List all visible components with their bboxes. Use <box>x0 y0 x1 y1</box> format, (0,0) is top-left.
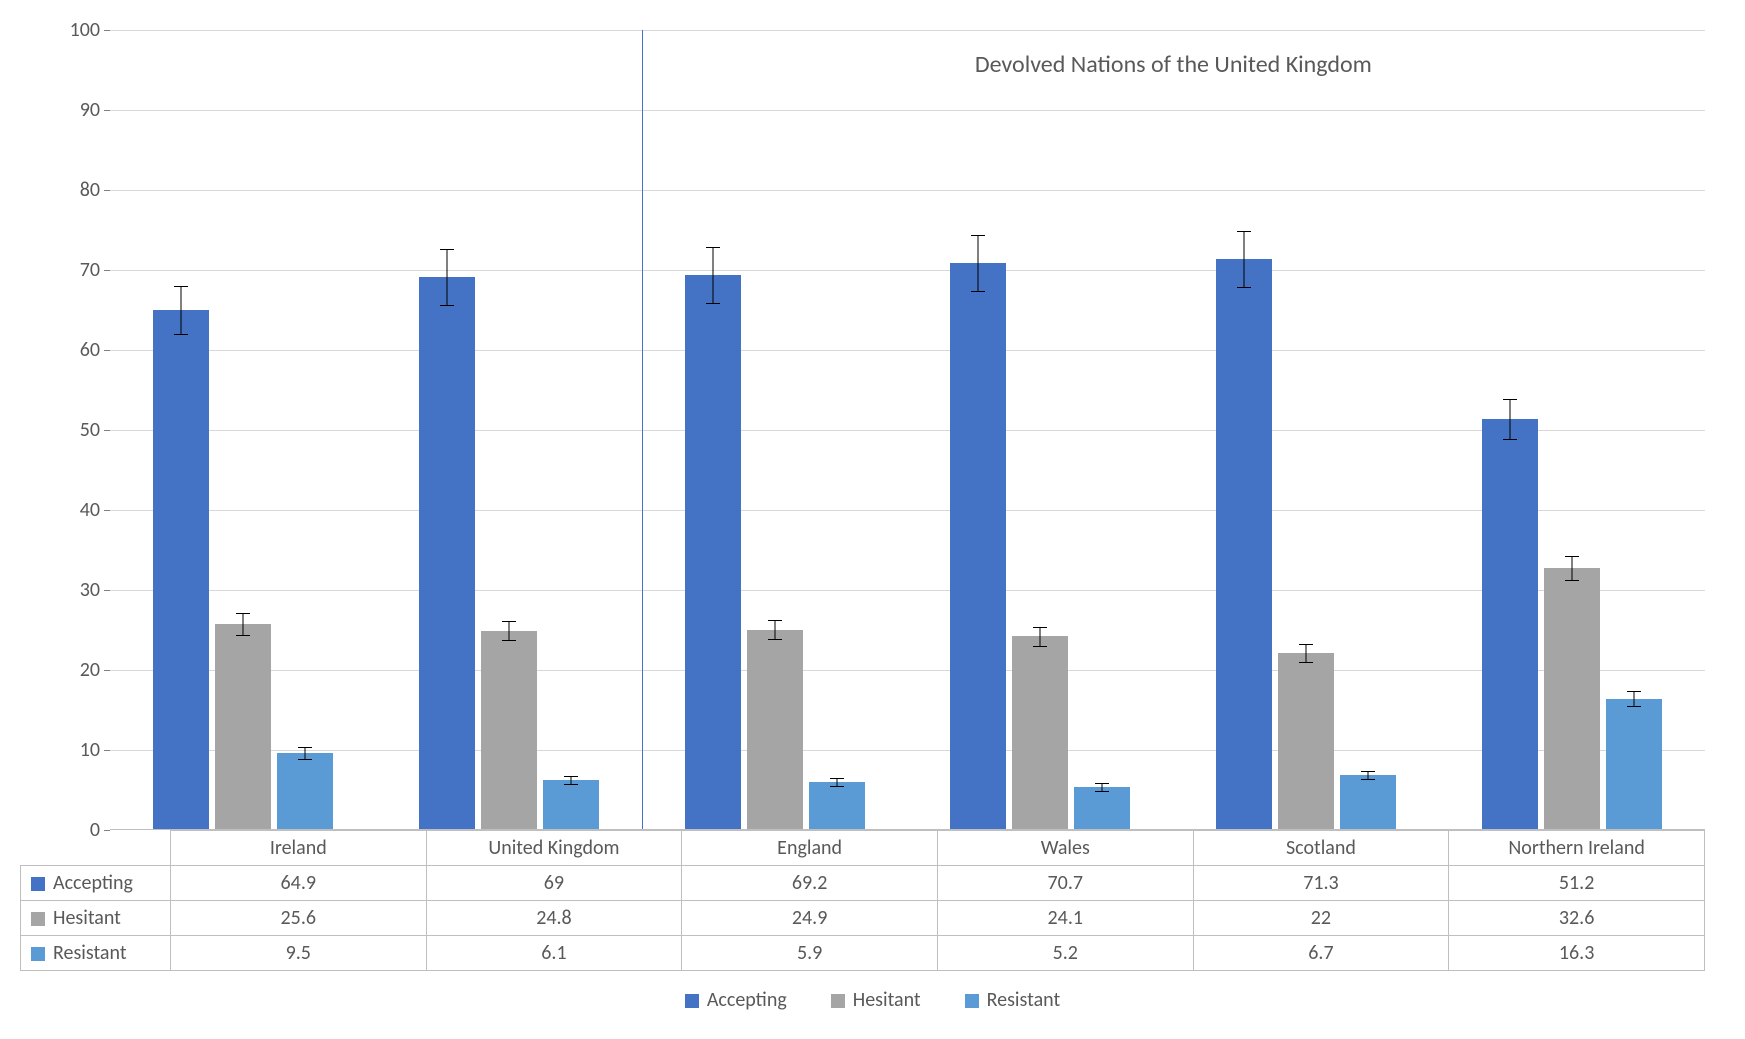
legend-label: Resistant <box>987 988 1061 1012</box>
bar-resistant <box>1074 787 1130 829</box>
table-cell: 9.5 <box>170 936 426 971</box>
legend-label: Hesitant <box>853 988 921 1012</box>
legend-item: Hesitant <box>831 988 921 1012</box>
bar-hesitant <box>481 631 537 829</box>
bar-resistant <box>809 782 865 829</box>
bar-hesitant <box>747 630 803 829</box>
y-tick-label: 20 <box>40 658 100 682</box>
bar-group <box>153 310 333 829</box>
table-header: Ireland <box>170 831 426 866</box>
table-cell: 32.6 <box>1449 901 1705 936</box>
data-table: IrelandUnited KingdomEnglandWalesScotlan… <box>20 830 1705 971</box>
hesitant-marker <box>31 912 45 926</box>
table-cell: 24.8 <box>426 901 682 936</box>
legend-label: Accepting <box>707 988 787 1012</box>
bar-accepting <box>1482 419 1538 829</box>
bar-resistant <box>1340 775 1396 829</box>
hesitant-legend-marker <box>831 994 845 1008</box>
bar-group <box>685 275 865 829</box>
bar-hesitant <box>1544 568 1600 829</box>
table-header: United Kingdom <box>426 831 682 866</box>
bar-accepting <box>419 277 475 829</box>
bar-group <box>1482 419 1662 829</box>
gridline <box>110 750 1705 751</box>
y-tick-label: 80 <box>40 178 100 202</box>
gridline <box>110 30 1705 31</box>
bar-accepting <box>1216 259 1272 829</box>
gridline <box>110 430 1705 431</box>
section-title: Devolved Nations of the United Kingdom <box>642 50 1705 79</box>
chart-container: Devolved Nations of the United Kingdom 0… <box>20 20 1725 1019</box>
y-tick-label: 40 <box>40 498 100 522</box>
y-tick-label: 10 <box>40 738 100 762</box>
y-tick-label: 50 <box>40 418 100 442</box>
series-label: Accepting <box>53 871 133 895</box>
table-cell: 69 <box>426 866 682 901</box>
divider-line <box>642 30 643 829</box>
bar-group <box>1216 259 1396 829</box>
bar-resistant <box>277 753 333 829</box>
bar-accepting <box>950 263 1006 829</box>
bar-resistant <box>1606 699 1662 829</box>
table-header: Scotland <box>1193 831 1449 866</box>
bar-hesitant <box>1278 653 1334 829</box>
bar-accepting <box>685 275 741 829</box>
table-cell: 6.1 <box>426 936 682 971</box>
gridline <box>110 510 1705 511</box>
gridline <box>110 270 1705 271</box>
table-cell: 5.2 <box>937 936 1193 971</box>
gridline <box>110 670 1705 671</box>
bar-group <box>419 277 599 829</box>
table-cell: 24.1 <box>937 901 1193 936</box>
gridline <box>110 190 1705 191</box>
bar-group <box>950 263 1130 829</box>
table-cell: 24.9 <box>682 901 938 936</box>
table-cell: 51.2 <box>1449 866 1705 901</box>
table-cell: 71.3 <box>1193 866 1449 901</box>
table-header: Northern Ireland <box>1449 831 1705 866</box>
plot-area: Devolved Nations of the United Kingdom <box>110 30 1705 830</box>
table-header: Wales <box>937 831 1193 866</box>
gridline <box>110 110 1705 111</box>
table-cell: 64.9 <box>170 866 426 901</box>
resistant-marker <box>31 947 45 961</box>
bar-accepting <box>153 310 209 829</box>
y-tick-label: 70 <box>40 258 100 282</box>
legend-item: Resistant <box>965 988 1061 1012</box>
y-tick-label: 60 <box>40 338 100 362</box>
table-cell: 25.6 <box>170 901 426 936</box>
series-label: Resistant <box>53 941 127 965</box>
table-cell: 5.9 <box>682 936 938 971</box>
table-cell: 6.7 <box>1193 936 1449 971</box>
accepting-marker <box>31 877 45 891</box>
table-cell: 22 <box>1193 901 1449 936</box>
bar-hesitant <box>215 624 271 829</box>
gridline <box>110 590 1705 591</box>
series-label: Hesitant <box>53 906 121 930</box>
gridline <box>110 350 1705 351</box>
table-cell: 70.7 <box>937 866 1193 901</box>
resistant-legend-marker <box>965 994 979 1008</box>
bar-resistant <box>543 780 599 829</box>
table-cell: 69.2 <box>682 866 938 901</box>
accepting-legend-marker <box>685 994 699 1008</box>
y-tick-label: 90 <box>40 98 100 122</box>
table-cell: 16.3 <box>1449 936 1705 971</box>
bar-hesitant <box>1012 636 1068 829</box>
y-tick-label: 30 <box>40 578 100 602</box>
y-tick-label: 100 <box>40 18 100 42</box>
table-header: England <box>682 831 938 866</box>
legend-item: Accepting <box>685 988 787 1012</box>
legend: Accepting Hesitant Resistant <box>20 988 1725 1012</box>
